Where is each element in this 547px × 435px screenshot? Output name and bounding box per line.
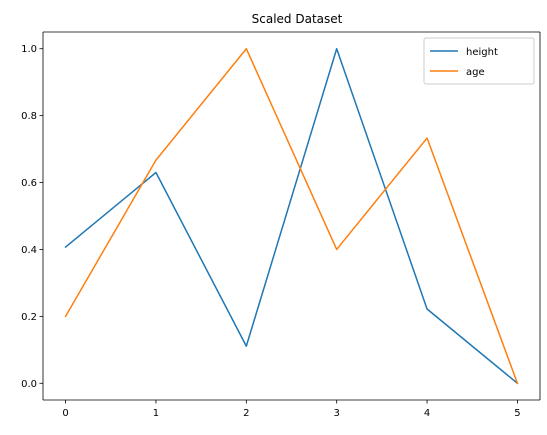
y-tick-label: 0.2	[21, 312, 37, 323]
x-tick-label: 4	[424, 408, 430, 419]
x-tick-label: 3	[333, 408, 339, 419]
y-axis-ticks: 0.0 0.2 0.4 0.6 0.8 1.0	[21, 44, 43, 390]
legend: height age	[423, 37, 535, 85]
series-layer	[64, 47, 519, 385]
x-tick-label: 0	[62, 408, 68, 419]
x-tick-label: 1	[153, 408, 159, 419]
y-tick-label: 0.4	[21, 245, 37, 256]
series-line-age	[64, 47, 519, 385]
x-axis-ticks: 0 1 2 3 4 5	[62, 400, 521, 419]
legend-frame	[423, 37, 535, 85]
x-tick-label: 2	[243, 408, 249, 419]
chart-title: Scaled Dataset	[252, 12, 343, 26]
axes-frame	[42, 31, 541, 401]
y-tick-label: 0.0	[21, 379, 37, 390]
plot-area	[43, 32, 540, 400]
y-tick-label: 0.8	[21, 111, 37, 122]
legend-label-height: height	[466, 47, 498, 58]
legend-label-age: age	[466, 67, 485, 78]
x-tick-label: 5	[514, 408, 520, 419]
y-tick-label: 0.6	[21, 178, 37, 189]
y-tick-label: 1.0	[21, 44, 37, 55]
